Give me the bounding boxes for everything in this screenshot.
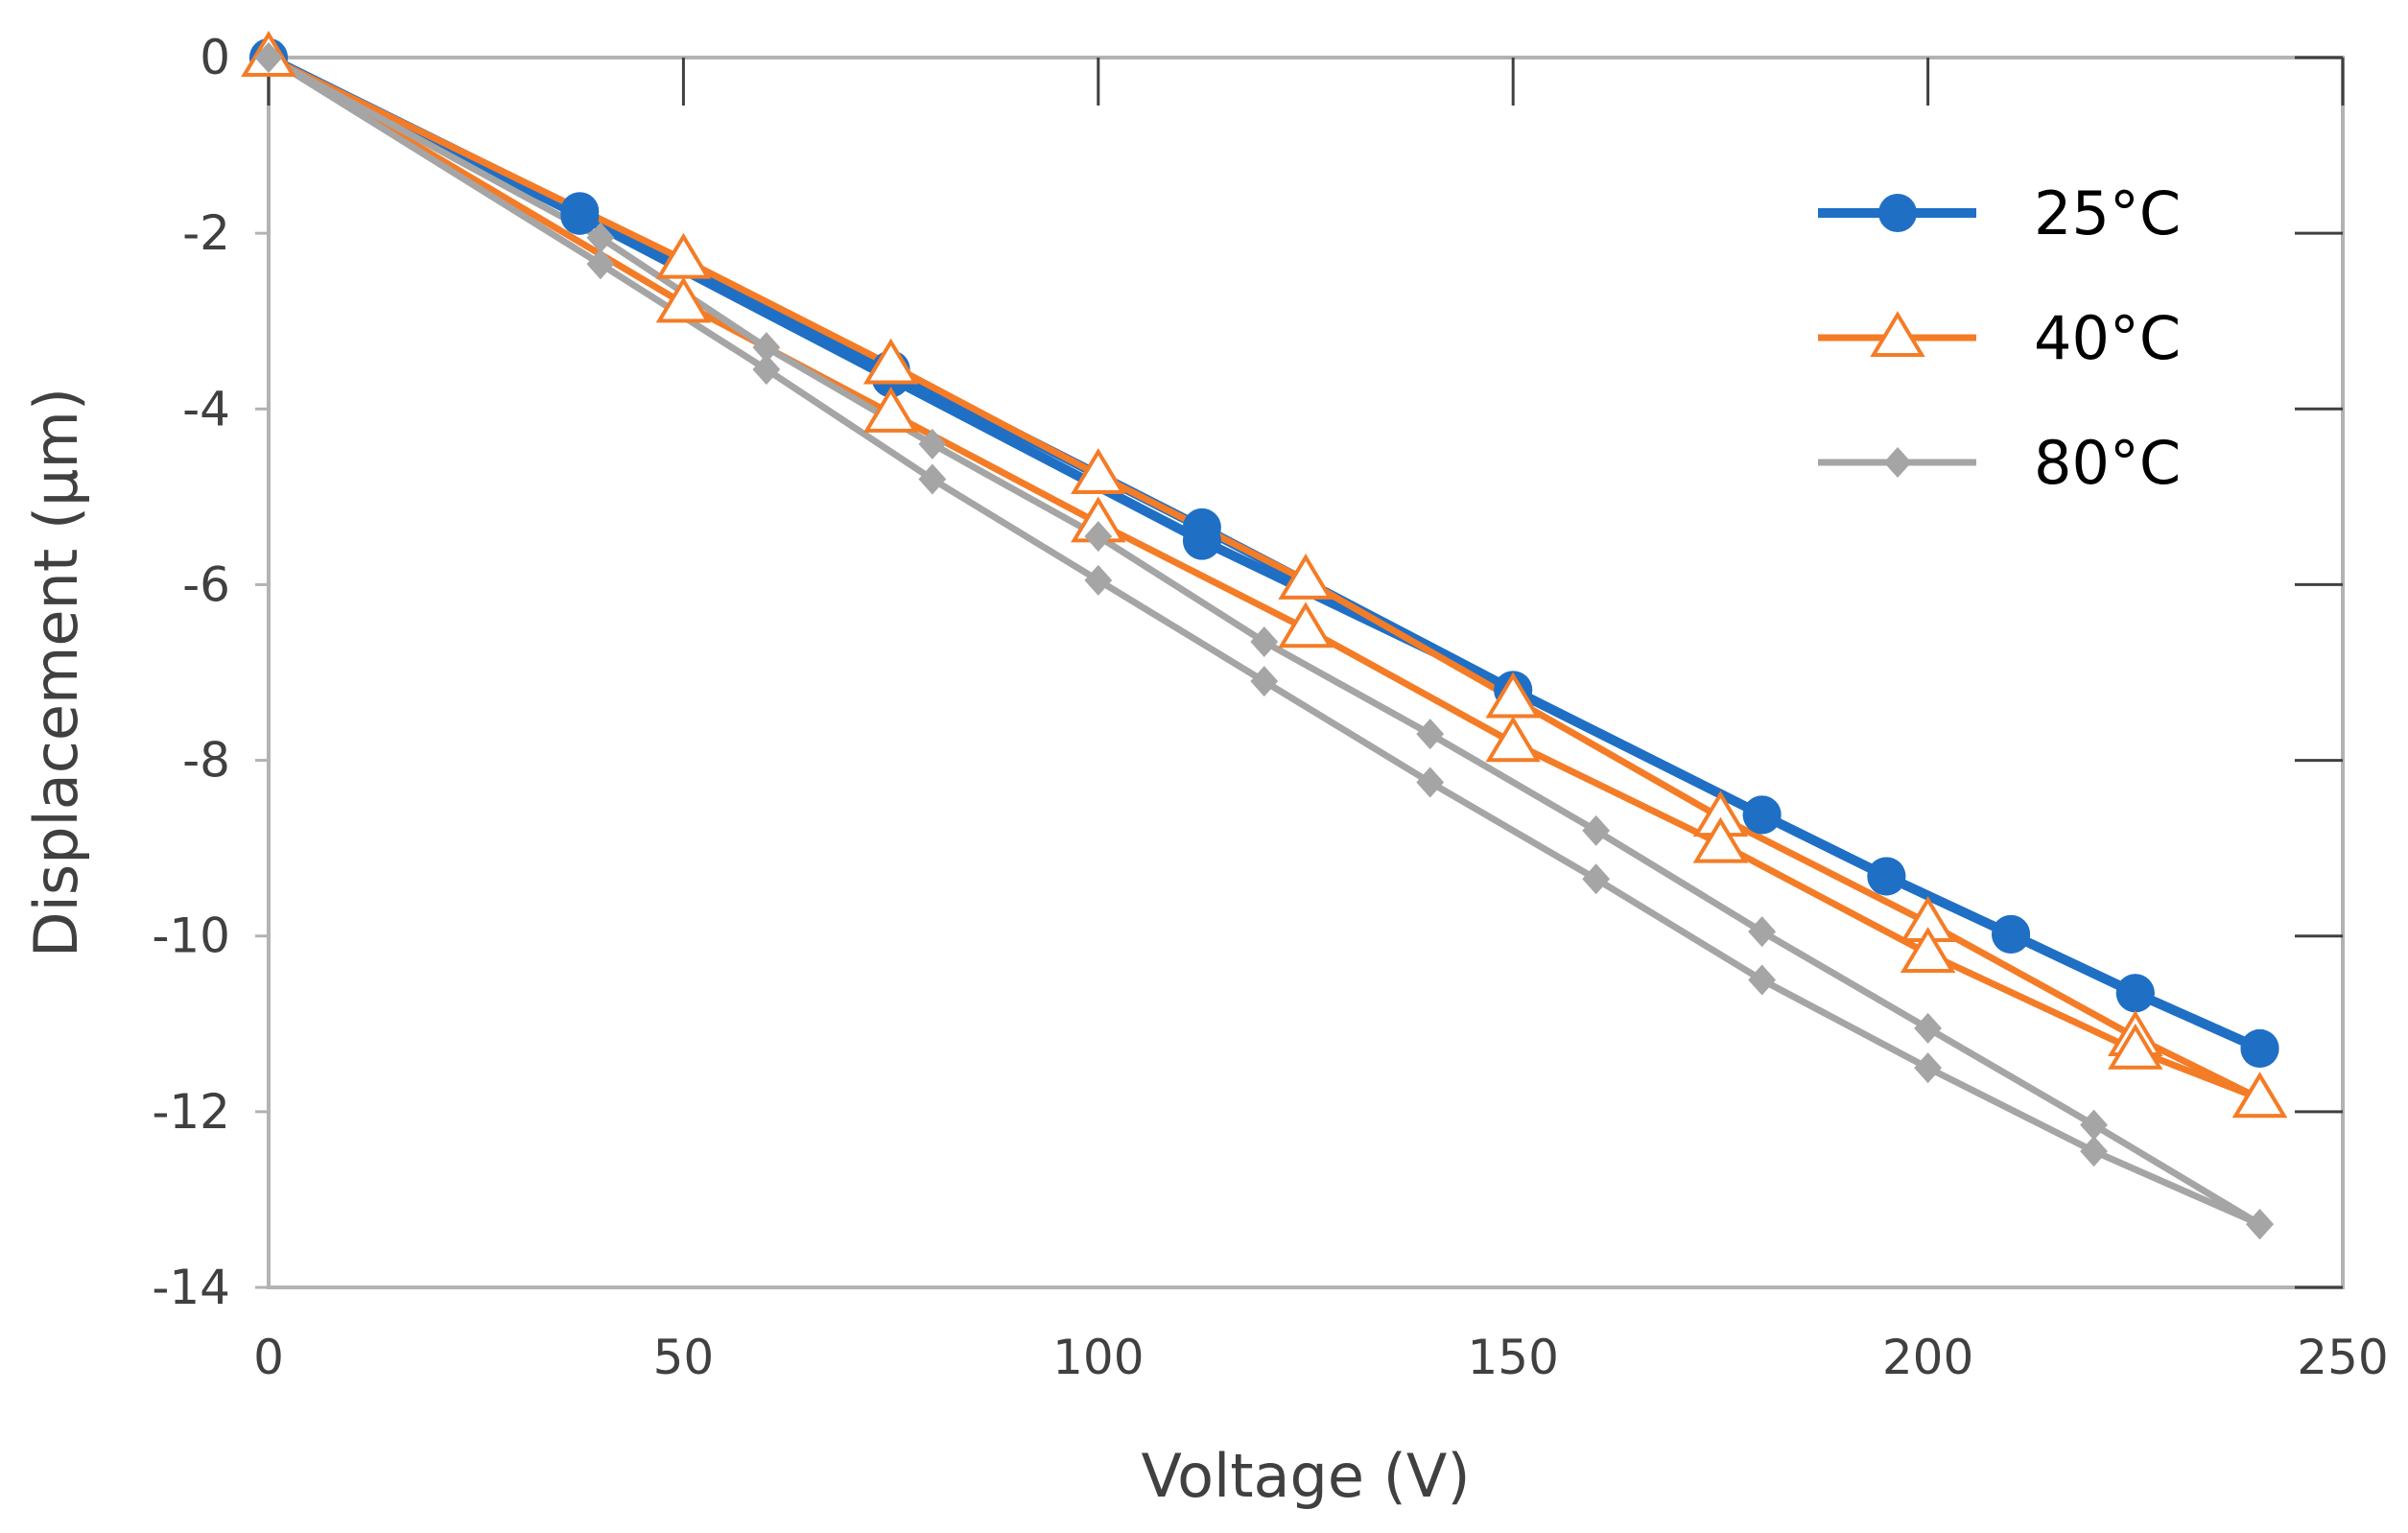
data-point-triangle <box>1900 927 1956 974</box>
data-point-diamond <box>918 463 947 495</box>
data-point-diamond <box>2080 1136 2108 1167</box>
y-tick-label: 0 <box>200 30 230 85</box>
data-point-diamond <box>254 42 283 73</box>
series-line-triangle <box>265 54 2263 1102</box>
data-point-circle <box>1182 521 1221 560</box>
data-point-diamond <box>586 222 615 253</box>
data-point-circle <box>1742 795 1782 835</box>
data-point-diamond <box>1582 814 1611 846</box>
y-tick-label: -6 <box>182 556 230 612</box>
data-point-diamond <box>2080 1109 2108 1141</box>
data-point-diamond <box>1416 766 1445 798</box>
data-point-diamond <box>1914 1052 1942 1084</box>
series-line-circle <box>264 53 2265 1053</box>
data-point-diamond <box>1084 564 1113 596</box>
legend-label: 80°C <box>2034 428 2181 498</box>
data-point-diamond <box>1250 625 1279 657</box>
data-point-diamond <box>752 332 781 364</box>
data-point-triangle <box>1485 716 1541 763</box>
y-tick-label: -10 <box>152 908 230 964</box>
data-point-circle <box>560 196 600 235</box>
y-tick-label: -12 <box>152 1084 230 1140</box>
data-point-triangle <box>2231 1072 2288 1119</box>
data-point-diamond <box>918 428 947 460</box>
tick-labels: 0 50 100 150 200 250 0 -2 -4 -6 -8 -10 -12 -14 <box>152 30 2388 1385</box>
series-line-diamond <box>265 54 2263 1228</box>
data-point-diamond <box>1582 863 1611 895</box>
data-point-triangle <box>862 338 919 385</box>
legend-label: 40°C <box>2034 303 2181 373</box>
data-point-diamond <box>586 248 615 280</box>
data-point-triangle <box>655 276 712 323</box>
data-point-triangle <box>862 386 919 433</box>
data-point-circle <box>2240 1028 2279 1068</box>
legend-marker <box>1870 311 1925 357</box>
x-tick-label: 0 <box>253 1330 284 1385</box>
y-tick-label: -2 <box>182 205 230 261</box>
data-point-diamond <box>752 354 781 386</box>
data-point-circle <box>1992 914 2031 954</box>
y-tick-label: -8 <box>182 733 230 789</box>
data-point-diamond <box>1914 1012 1942 1044</box>
y-axis-title: Displacement (µm) <box>21 388 91 957</box>
data-point-triangle <box>1071 448 1126 494</box>
x-tick-label: 200 <box>1882 1330 1973 1385</box>
series-markers <box>241 31 2288 1240</box>
series-lines <box>264 53 2265 1228</box>
x-tick-label: 150 <box>1467 1330 1558 1385</box>
data-point-diamond <box>1250 666 1279 697</box>
data-point-circle <box>1867 857 1906 896</box>
x-tick-label: 250 <box>2297 1330 2388 1385</box>
legend-marker <box>1878 194 1917 232</box>
x-axis-title: Voltage (V) <box>1141 1441 1470 1511</box>
x-tick-label: 50 <box>653 1330 715 1385</box>
data-point-diamond <box>1748 964 1777 996</box>
legend-marker <box>1883 447 1912 478</box>
legend-label: 25°C <box>2034 178 2181 248</box>
y-tick-label: -4 <box>182 381 230 436</box>
x-tick-label: 100 <box>1052 1330 1144 1385</box>
data-point-circle <box>2115 974 2155 1013</box>
data-point-diamond <box>2246 1209 2274 1240</box>
legend: 25°C 40°C 80°C <box>1818 178 2181 498</box>
data-point-diamond <box>1084 521 1113 553</box>
data-point-triangle <box>1278 601 1334 649</box>
series-line-diamond <box>265 54 2263 1228</box>
data-point-triangle <box>1278 553 1334 600</box>
data-point-diamond <box>1748 916 1777 948</box>
data-point-triangle <box>1692 816 1749 863</box>
y-tick-label: -14 <box>152 1260 230 1315</box>
data-point-triangle <box>2108 1023 2163 1070</box>
data-point-diamond <box>1416 719 1445 750</box>
